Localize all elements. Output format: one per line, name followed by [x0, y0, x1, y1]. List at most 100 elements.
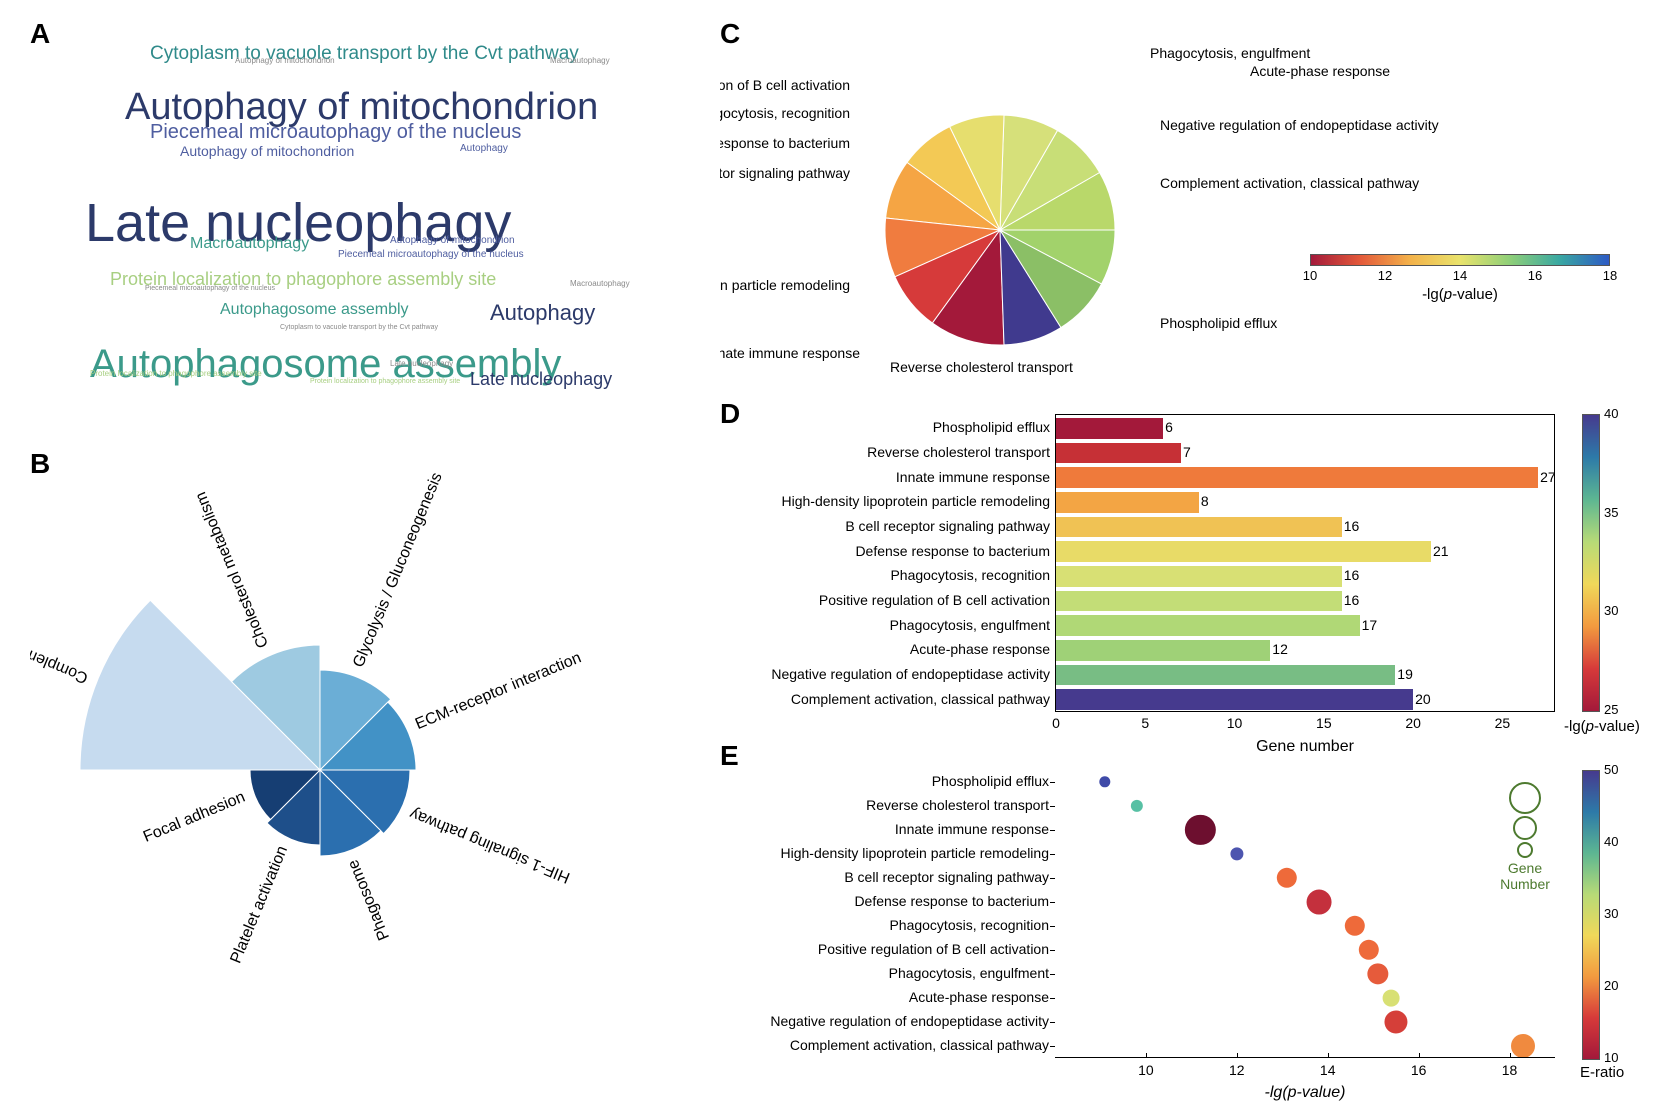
colorbar-tick: 30 [1604, 603, 1618, 618]
bar-label: Complement activation, classical pathway [791, 691, 1050, 707]
pie-slice-label: Defense response to bacterium [720, 135, 850, 151]
pie-slice-label: Reverse cholesterol transport [890, 359, 1073, 375]
panel-e-colorbar-title: E-ratio [1580, 1064, 1624, 1081]
bar-row: Defense response to bacterium21 [1056, 539, 1554, 562]
panel-d-label: D [720, 398, 740, 430]
wordcloud-term: Autophagy [490, 302, 595, 324]
x-tick: 25 [1495, 715, 1511, 731]
bubble-label: Innate immune response [895, 821, 1049, 837]
bubble-label: B cell receptor signaling pathway [844, 869, 1049, 885]
x-tick: 16 [1411, 1062, 1427, 1078]
bar-value: 19 [1397, 666, 1413, 682]
wordcloud-term: Late nucleophagy [390, 360, 453, 368]
wordcloud-term: Piecemeal microautophagy of the nucleus [150, 122, 521, 142]
bubble-row: Complement activation, classical pathway [1055, 1034, 1555, 1058]
colorbar-tick: 30 [1604, 906, 1618, 921]
bar-label: Reverse cholesterol transport [867, 444, 1050, 460]
bubble-row: Phagocytosis, recognition [1055, 914, 1555, 938]
bar-value: 21 [1433, 543, 1449, 559]
bar-row: High-density lipoprotein particle remode… [1056, 490, 1554, 513]
bar [1056, 640, 1270, 661]
bar [1056, 591, 1342, 612]
x-tick: 15 [1316, 715, 1332, 731]
wordcloud-term: Autophagosome assembly [220, 302, 409, 318]
pie-slice-label: Innate immune response [720, 345, 860, 361]
size-legend-circle [1513, 816, 1537, 840]
bubble-label: Reverse cholesterol transport [866, 797, 1049, 813]
rose-slice-label: Cholesterol metabolism [192, 489, 272, 650]
colorbar-tick: 50 [1604, 762, 1618, 777]
bar-row: Complement activation, classical pathway… [1056, 687, 1554, 710]
bar-row: Negative regulation of endopeptidase act… [1056, 663, 1554, 686]
bar-row: Acute-phase response12 [1056, 638, 1554, 661]
size-legend-circle [1517, 842, 1533, 858]
bar-value: 16 [1344, 567, 1360, 583]
bubble-dot [1345, 916, 1365, 936]
bar [1056, 492, 1199, 513]
bar [1056, 517, 1342, 538]
bubble-row: Phagocytosis, engulfment [1055, 962, 1555, 986]
pie-slice-label: Phagocytosis, recognition [720, 105, 850, 121]
bar-label: Innate immune response [896, 469, 1050, 485]
rose-slice-label: Complement and coagulation cascades [30, 563, 91, 686]
bubble-label: Phagocytosis, engulfment [889, 965, 1049, 981]
wordcloud-term: Protein localization to phagophore assem… [310, 378, 460, 385]
wordcloud-term: Autophagy of mitochondrion [390, 236, 515, 246]
bar-label: High-density lipoprotein particle remode… [782, 493, 1050, 509]
pie-slice-label: Negative regulation of endopeptidase act… [1160, 117, 1439, 133]
panel-d-colorbar [1582, 414, 1600, 712]
pie-slice-label: High-density lipoprotein particle remode… [720, 277, 850, 293]
bubble-row: Positive regulation of B cell activation [1055, 938, 1555, 962]
x-tick: 18 [1502, 1062, 1518, 1078]
bar-row: B cell receptor signaling pathway16 [1056, 515, 1554, 538]
wordcloud-term: Macroautophagy [190, 236, 309, 252]
bar-label: B cell receptor signaling pathway [845, 518, 1050, 534]
bubble-label: Complement activation, classical pathway [790, 1037, 1049, 1053]
bar-row: Phagocytosis, recognition16 [1056, 564, 1554, 587]
bubble-dot [1131, 800, 1143, 812]
panel-d-colorbar-title: -lg(p-value) [1564, 718, 1640, 735]
colorbar-tick: 10 [1303, 268, 1317, 283]
bubble-label: Phagocytosis, recognition [889, 917, 1049, 933]
bubble-dot [1367, 963, 1388, 984]
rose-slice-label: ECM-receptor interaction [413, 649, 584, 733]
bubble-label: Acute-phase response [909, 989, 1049, 1005]
colorbar-tick: 20 [1604, 978, 1618, 993]
rose-slice-label: Phagosome [345, 857, 393, 942]
x-tick: 10 [1138, 1062, 1154, 1078]
x-tick: 20 [1405, 715, 1421, 731]
bubble-label: Negative regulation of endopeptidase act… [770, 1013, 1049, 1029]
bar-label: Phagocytosis, engulfment [890, 617, 1050, 633]
bar [1056, 467, 1538, 488]
wordcloud-term: Cytoplasm to vacuole transport by the Cv… [280, 324, 438, 331]
colorbar-tick: 10 [1604, 1050, 1618, 1065]
pie-slice-label: B cell receptor signaling pathway [720, 165, 850, 181]
bubble-label: Phospholipid efflux [932, 773, 1049, 789]
pie-slice-label: Phospholipid efflux [1160, 315, 1277, 331]
bar-label: Positive regulation of B cell activation [819, 592, 1050, 608]
bubble-label: High-density lipoprotein particle remode… [781, 845, 1049, 861]
colorbar-tick: 12 [1378, 268, 1392, 283]
bubble-dot [1185, 815, 1215, 845]
panel-e-label: E [720, 740, 739, 772]
size-legend-title: Gene Number [1480, 860, 1570, 892]
bubble-label: Defense response to bacterium [854, 893, 1049, 909]
bar [1056, 665, 1395, 686]
panel-e-colorbar [1582, 770, 1600, 1060]
wordcloud-term: Piecemeal microautophagy of the nucleus [145, 285, 275, 292]
bubble-dot [1306, 890, 1331, 915]
wordcloud-term: Protein localization to phagophore assem… [90, 370, 262, 378]
x-tick: 14 [1320, 1062, 1336, 1078]
bar-row: Phagocytosis, engulfment17 [1056, 613, 1554, 636]
wordcloud-term: Cytoplasm to vacuole transport by the Cv… [150, 44, 579, 63]
bar-value: 16 [1344, 592, 1360, 608]
pie-slice-label: Phagocytosis, engulfment [1150, 45, 1310, 61]
bubble-dot [1383, 990, 1400, 1007]
panel-c-colorbar: 1012141618 -lg(p-value) [1310, 254, 1610, 303]
bar-value: 7 [1183, 444, 1191, 460]
panel-d-barchart: Phospholipid efflux6Reverse cholesterol … [1055, 414, 1555, 712]
panel-e-size-legend: Gene Number [1480, 780, 1570, 892]
bar [1056, 418, 1163, 439]
x-tick: 5 [1141, 715, 1149, 731]
bubble-dot [1099, 776, 1110, 787]
